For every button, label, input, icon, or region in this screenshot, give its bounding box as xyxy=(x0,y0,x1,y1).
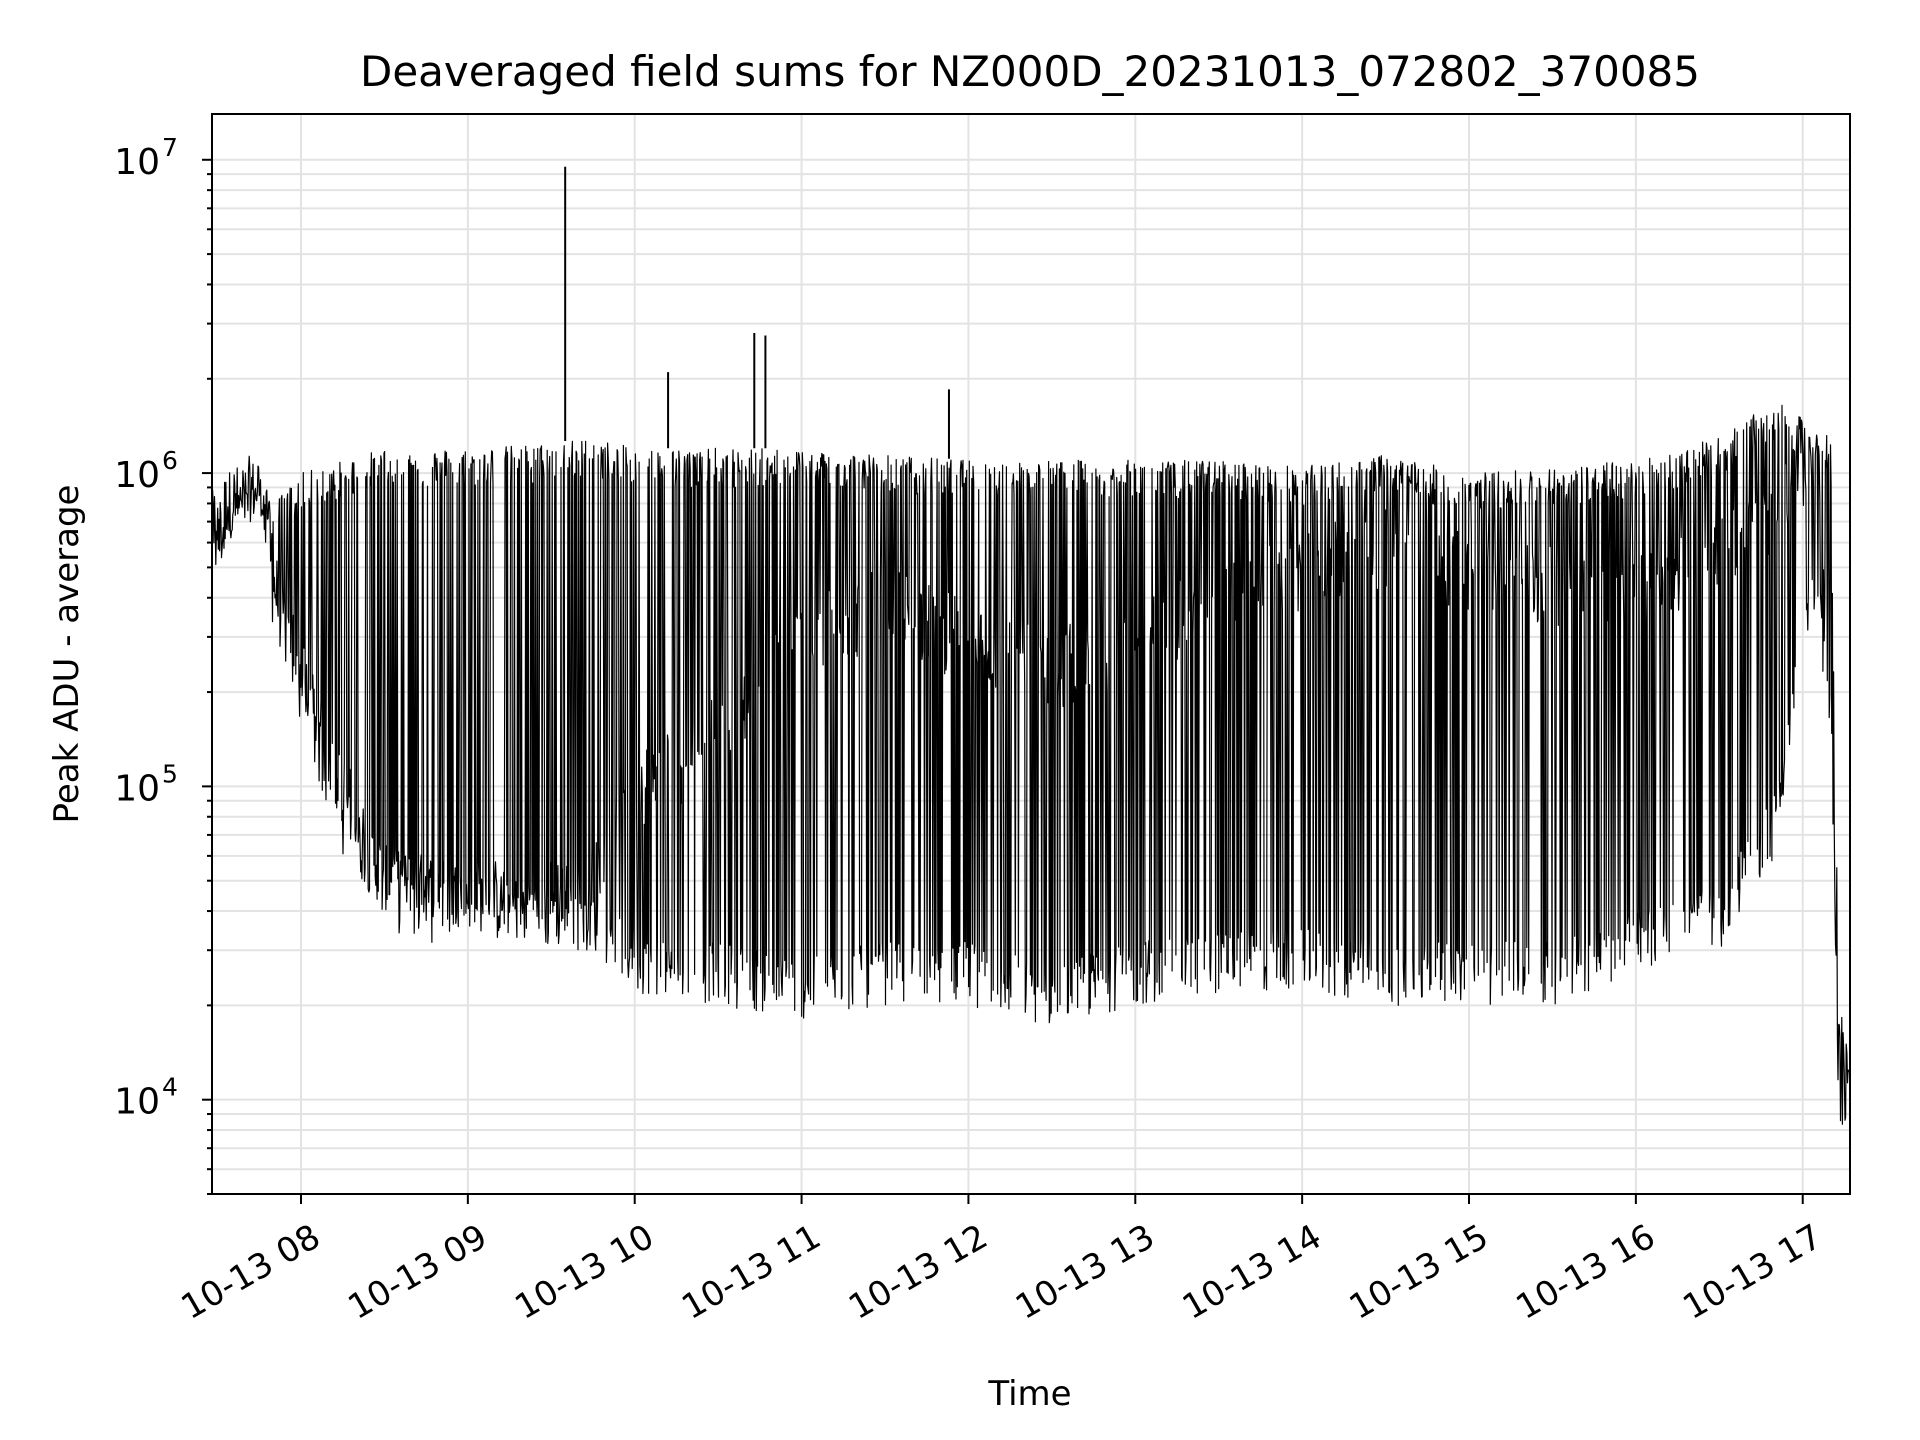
y-tick-exponent: 6 xyxy=(162,446,178,475)
y-tick-label: 10 5 xyxy=(114,759,178,809)
x-axis-label: Time xyxy=(987,1374,1071,1414)
y-tick-exponent: 7 xyxy=(162,133,178,162)
y-tick-label: 10 7 xyxy=(114,133,178,183)
y-axis-label: Peak ADU - average xyxy=(47,485,87,824)
plot-frame xyxy=(211,113,1851,1195)
y-tick-base: 10 xyxy=(114,768,160,809)
y-tick-label: 10 6 xyxy=(114,446,178,496)
y-tick-base: 10 xyxy=(114,1082,160,1123)
chart-title: Deaveraged field sums for NZ000D_2023101… xyxy=(360,47,1700,96)
y-tick-base: 10 xyxy=(114,455,160,496)
series-layer xyxy=(211,166,1851,1125)
y-tick-exponent: 4 xyxy=(162,1073,178,1102)
series-line xyxy=(211,404,1851,1125)
y-tick-exponent: 5 xyxy=(162,759,178,788)
y-tick-label: 10 4 xyxy=(114,1073,178,1123)
y-tick-base: 10 xyxy=(114,142,160,183)
